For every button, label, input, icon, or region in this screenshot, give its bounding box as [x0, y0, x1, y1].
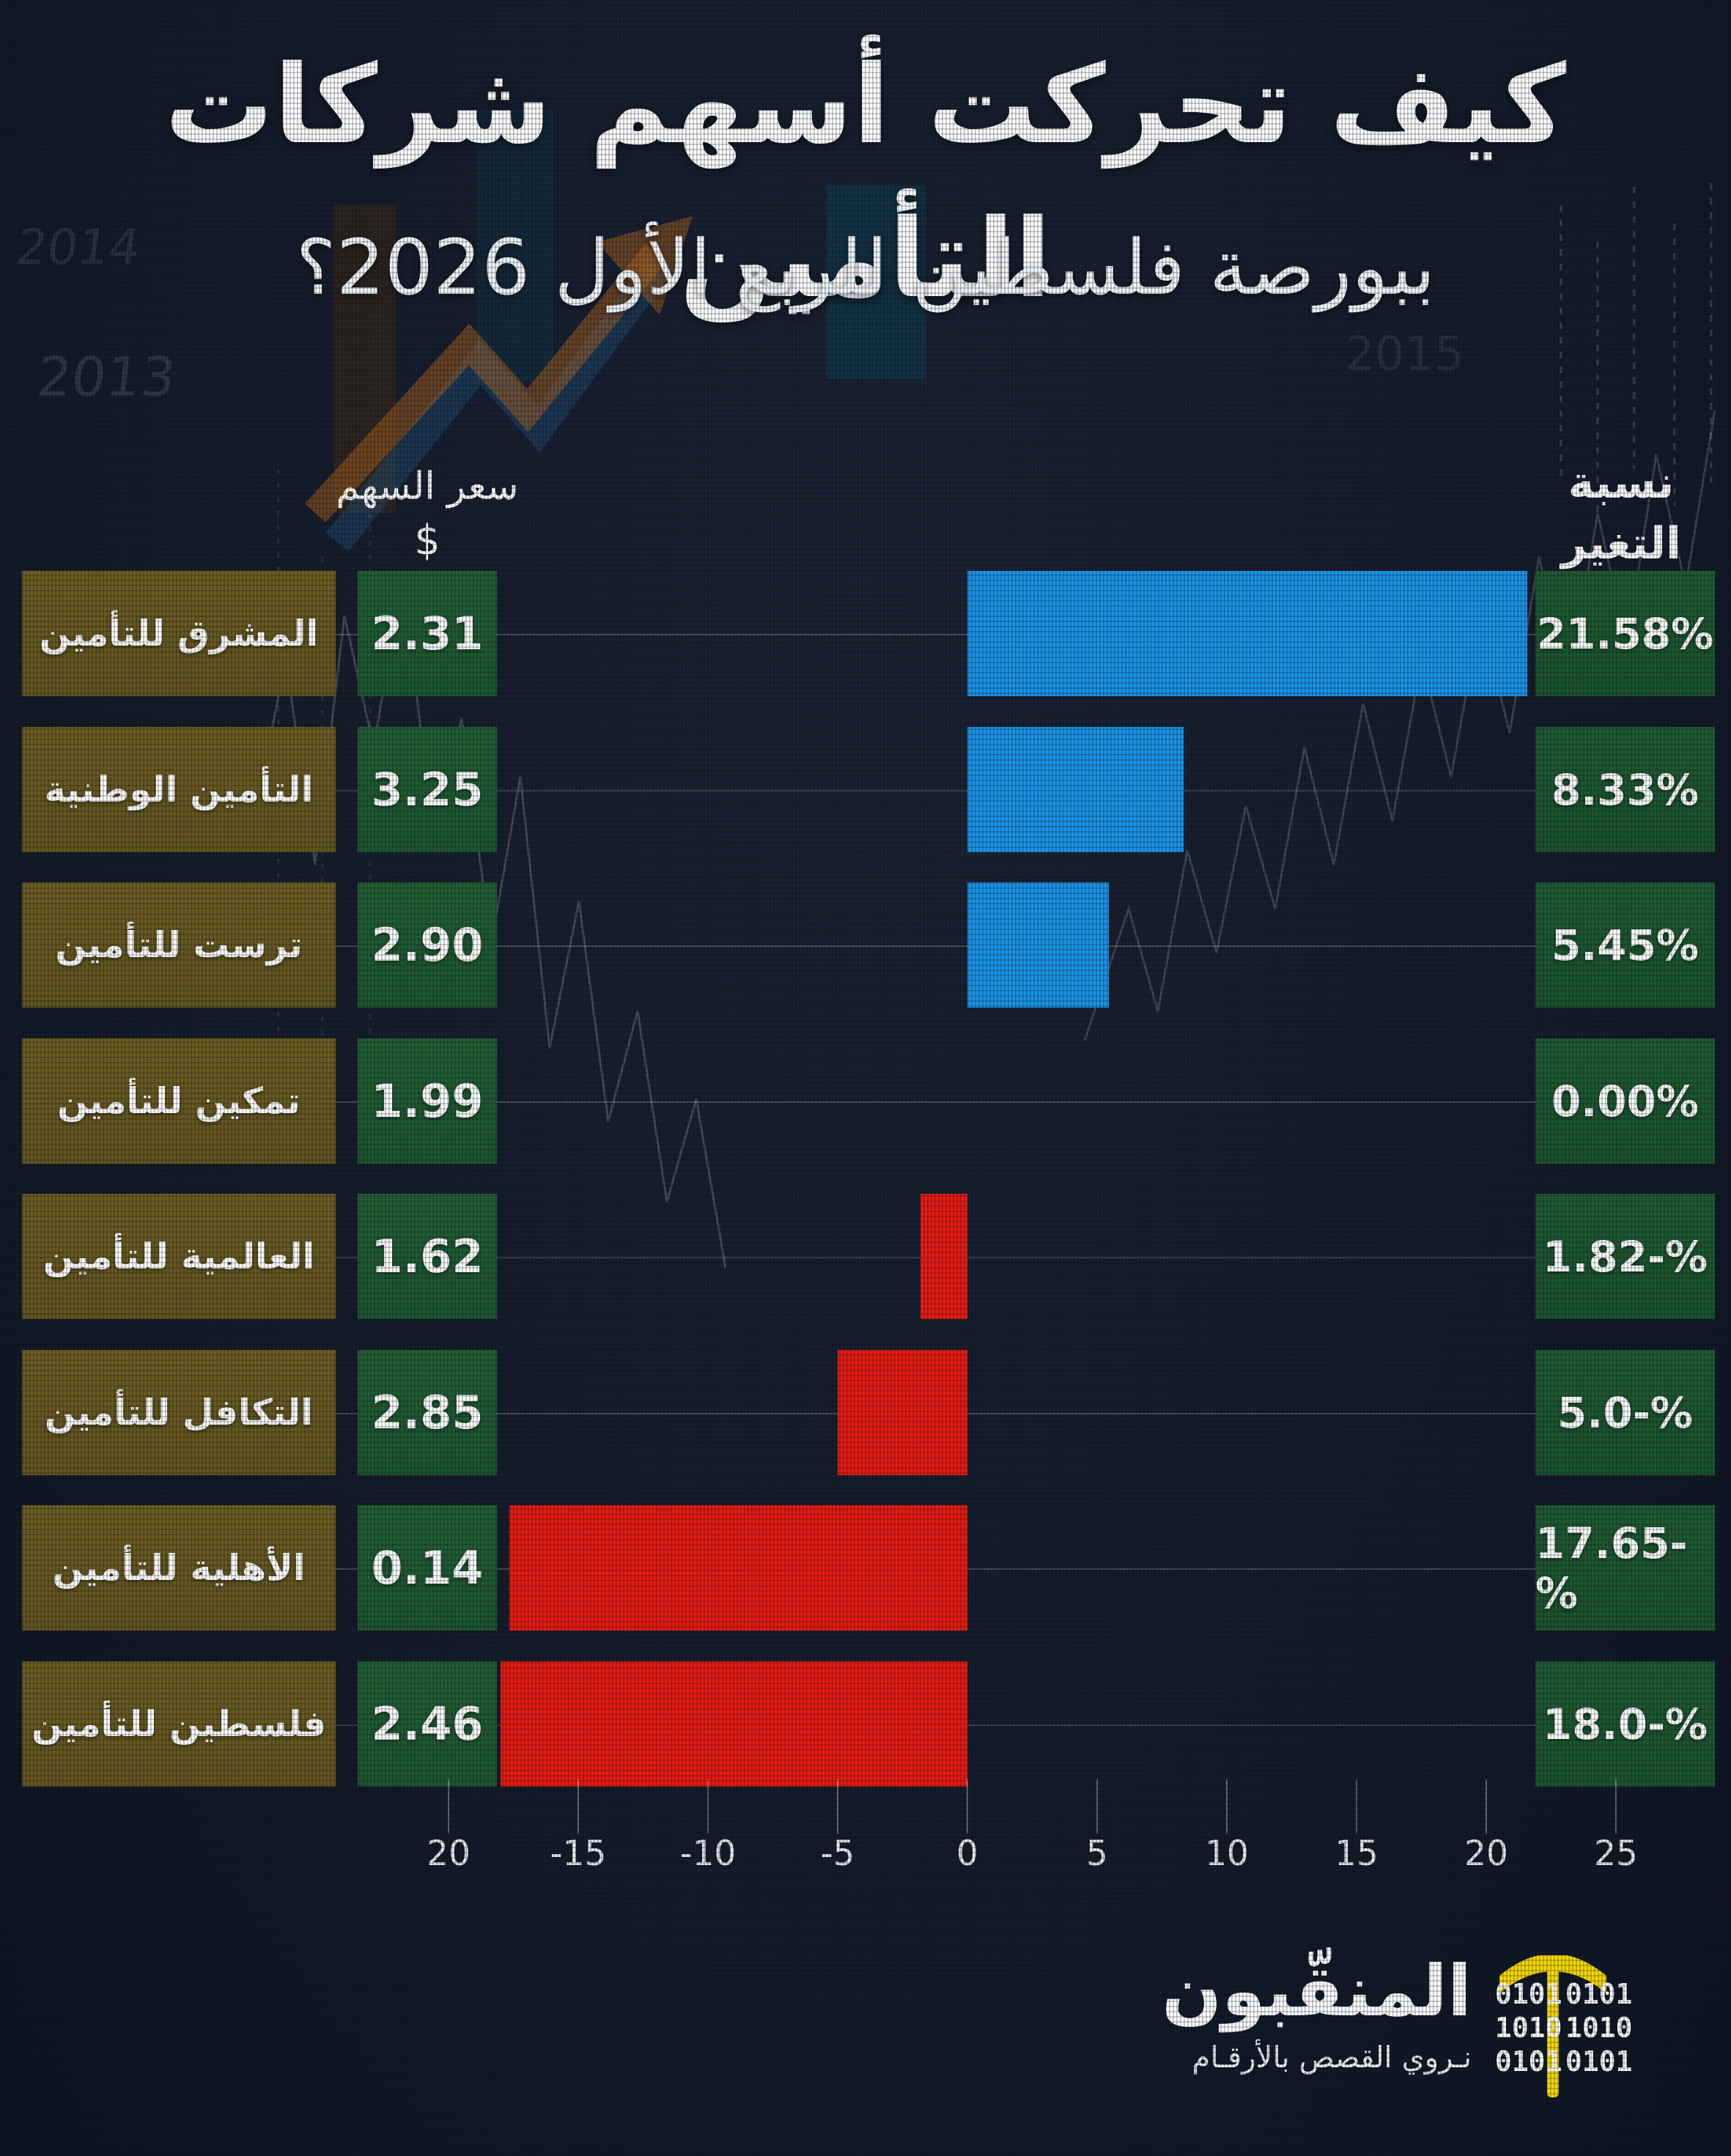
- change-percent: 18.0-%: [1535, 1661, 1715, 1787]
- brand-tagline: نـروي القصص بالأرقـام: [1192, 2041, 1472, 2075]
- row-gridline: [22, 1101, 1713, 1103]
- binary-digits-right: 0101 1010 0101: [1565, 1977, 1633, 2078]
- row-gridline: [22, 945, 1713, 947]
- x-axis-tick: [707, 1779, 709, 1834]
- change-bar: [967, 882, 1109, 1008]
- binary-line: 1010: [1495, 2012, 1562, 2044]
- binary-line: 1010: [1565, 2012, 1633, 2044]
- change-percent: 1.82-%: [1535, 1194, 1715, 1319]
- bg-year-2013: 2013: [34, 346, 178, 409]
- bg-arrow-head: [597, 216, 693, 315]
- change-percent: 21.58%: [1535, 571, 1715, 696]
- x-axis-label: 0: [956, 1834, 978, 1874]
- share-price: 2.31: [358, 571, 497, 696]
- brand-logo: 0101 1010 0101 0101 1010 0101: [1495, 1955, 1633, 2100]
- company-name: المشرق للتأمين: [22, 571, 336, 696]
- change-column-header: نسبة التغير: [1521, 453, 1721, 575]
- change-bar: [967, 727, 1184, 852]
- company-row: المشرق للتأمين 2.31 21.58%: [0, 571, 1731, 696]
- binary-line: 0101: [1565, 1978, 1633, 2010]
- company-name: التأمين الوطنية: [22, 727, 336, 852]
- share-price: 3.25: [358, 727, 497, 852]
- company-name: الأهلية للتأمين: [22, 1505, 336, 1631]
- change-bar: [501, 1661, 967, 1787]
- x-axis-tick: [1485, 1779, 1487, 1834]
- pickaxe-icon: [1499, 1955, 1606, 2097]
- x-axis-tick: [1226, 1779, 1228, 1834]
- x-axis-tick: [1356, 1779, 1357, 1834]
- page-title: كيف تحركت أسهم شركات التأمين: [164, 42, 1567, 322]
- company-name: تمكين للتأمين: [22, 1038, 336, 1164]
- x-axis-label: 15: [1335, 1834, 1378, 1874]
- change-bar: [967, 571, 1527, 696]
- x-axis-label: 20: [427, 1834, 470, 1874]
- share-price: 1.99: [358, 1038, 497, 1164]
- binary-line: 0101: [1495, 1978, 1562, 2010]
- row-gridline: [22, 633, 1713, 635]
- company-row: التأمين الوطنية 3.25 8.33%: [0, 727, 1731, 852]
- x-axis-label: 20: [1464, 1834, 1508, 1874]
- change-header-line2: التغير: [1561, 518, 1681, 569]
- row-gridline: [22, 1256, 1713, 1258]
- change-percent: 8.33%: [1535, 727, 1715, 852]
- change-bar: [920, 1194, 967, 1319]
- x-axis-tick: [448, 1779, 449, 1834]
- change-percent: 0.00%: [1535, 1038, 1715, 1164]
- bg-bar-teal-small: [476, 110, 553, 381]
- change-header-line1: نسبة: [1568, 457, 1675, 509]
- x-axis-label: 10: [1205, 1834, 1249, 1874]
- bg-year-2015: 2015: [1345, 328, 1464, 382]
- change-percent: 5.45%: [1535, 882, 1715, 1008]
- bg-bar-orange: [333, 205, 396, 513]
- bg-bar-teal-large: [827, 185, 926, 379]
- share-price: 0.14: [358, 1505, 497, 1631]
- price-column-header: سعر السهم $: [321, 460, 534, 569]
- company-row: فلسطين للتأمين 2.46 18.0-%: [0, 1661, 1731, 1787]
- bg-arrow-blue: [325, 251, 676, 552]
- brand-block: المنقّبون نـروي القصص بالأرقـام: [1162, 1951, 1472, 2078]
- x-axis-label: -15: [550, 1834, 607, 1874]
- row-gridline: [22, 789, 1713, 791]
- company-name: التكافل للتأمين: [22, 1350, 336, 1475]
- change-bar: [509, 1505, 967, 1631]
- price-header-label: سعر السهم: [336, 465, 519, 509]
- company-row: التكافل للتأمين 2.85 5.0-%: [0, 1350, 1731, 1475]
- bg-spikes-top-right: [1560, 183, 1713, 513]
- company-row: تمكين للتأمين 1.99 0.00%: [0, 1038, 1731, 1164]
- change-bar: [838, 1350, 967, 1475]
- company-row: الأهلية للتأمين 0.14 17.65-%: [0, 1505, 1731, 1631]
- binary-digits-left: 0101 1010 0101: [1495, 1977, 1562, 2078]
- company-name: فلسطين للتأمين: [22, 1661, 336, 1787]
- x-axis-tick: [1615, 1779, 1617, 1834]
- share-price: 2.85: [358, 1350, 497, 1475]
- binary-line: 0101: [1495, 2045, 1562, 2078]
- company-name: العالمية للتأمين: [22, 1194, 336, 1319]
- company-row: العالمية للتأمين 1.62 1.82-%: [0, 1194, 1731, 1319]
- share-price: 1.62: [358, 1194, 497, 1319]
- company-row: ترست للتأمين 2.90 5.45%: [0, 882, 1731, 1008]
- share-price: 2.90: [358, 882, 497, 1008]
- price-header-unit: $: [414, 517, 440, 564]
- x-axis-tick: [967, 1779, 968, 1834]
- x-axis-label: -5: [820, 1834, 855, 1874]
- change-percent: 5.0-%: [1535, 1350, 1715, 1475]
- x-axis-tick: [577, 1779, 579, 1834]
- x-axis-tick: [1096, 1779, 1098, 1834]
- x-axis-tick: [837, 1779, 838, 1834]
- company-name: ترست للتأمين: [22, 882, 336, 1008]
- x-axis-label: -10: [679, 1834, 737, 1874]
- bg-year-2014: 2014: [12, 218, 144, 276]
- x-axis-label: 5: [1086, 1834, 1108, 1874]
- share-price: 2.46: [358, 1661, 497, 1787]
- binary-line: 0101: [1565, 2045, 1633, 2078]
- bg-arrow-orange: [304, 244, 667, 523]
- x-axis-label: 25: [1594, 1834, 1638, 1874]
- brand-name: المنقّبون: [1162, 1950, 1472, 2032]
- page-subtitle: ببورصة فلسطين للربع الأول 2026؟: [295, 223, 1436, 312]
- change-percent: 17.65-%: [1535, 1505, 1715, 1631]
